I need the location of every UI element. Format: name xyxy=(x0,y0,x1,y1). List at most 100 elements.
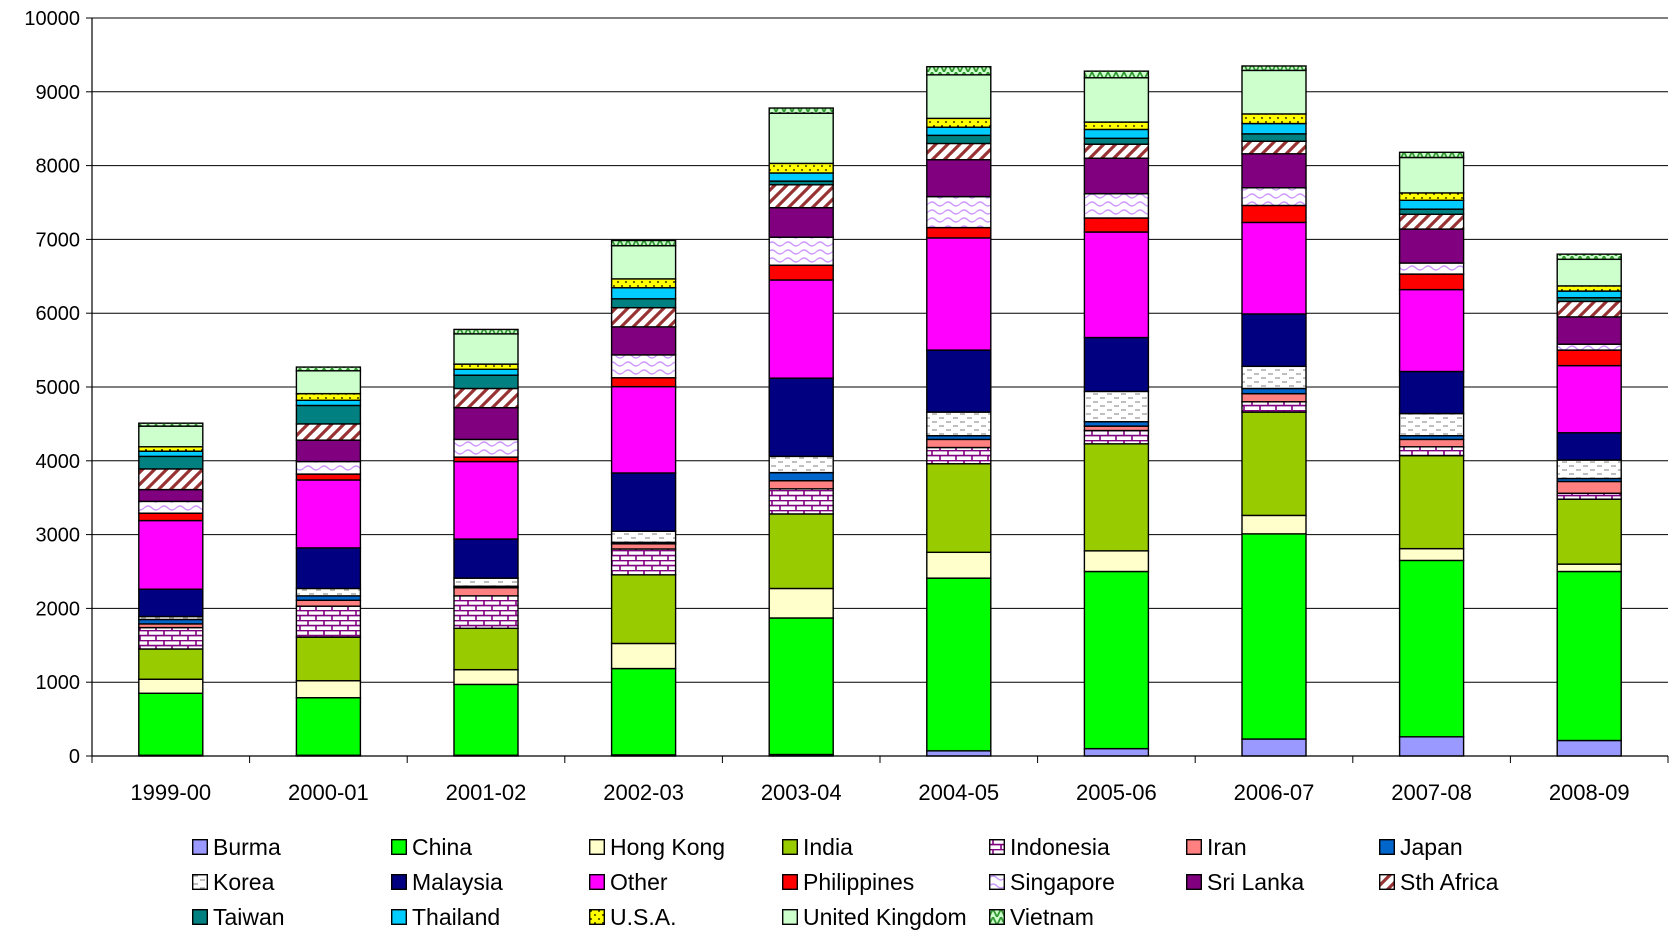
legend-item: Burma xyxy=(192,832,281,862)
bar-segment xyxy=(1398,192,1465,201)
legend-swatch xyxy=(989,909,1005,925)
bar-segment xyxy=(453,538,519,579)
bar-segment xyxy=(768,617,834,756)
legend-item: Taiwan xyxy=(192,902,285,932)
y-tick-label: 0 xyxy=(69,746,80,768)
bar-segment xyxy=(1398,412,1465,437)
bar-segment xyxy=(1556,290,1622,299)
bar-segment xyxy=(926,134,992,145)
bar-segment xyxy=(138,648,204,680)
bar-segment xyxy=(295,423,362,441)
bar-segment xyxy=(1083,157,1150,195)
bar-segment xyxy=(1241,401,1307,413)
legend-item: India xyxy=(782,832,853,862)
bar-segment xyxy=(138,425,204,448)
bar-segment xyxy=(1556,480,1622,494)
bar-segment xyxy=(138,626,204,650)
bar-segment xyxy=(768,236,834,266)
bar-segment xyxy=(1241,204,1307,224)
legend-label: Hong Kong xyxy=(610,833,726,860)
bar-segment xyxy=(768,264,834,281)
bar-segment xyxy=(1556,492,1622,500)
bar-segment xyxy=(926,117,992,128)
bar-segment xyxy=(610,244,677,280)
y-tick-label: 5000 xyxy=(36,377,81,399)
bar-segment xyxy=(1083,336,1150,393)
legend-item: Hong Kong xyxy=(589,832,725,862)
bar-segment xyxy=(1241,392,1307,403)
bar-segment xyxy=(1556,349,1622,367)
bar-segment xyxy=(1241,738,1307,757)
bar-segment xyxy=(926,446,992,465)
bar-stacks xyxy=(138,65,1622,757)
bar-segment xyxy=(768,377,834,458)
x-tick-labels: 1999-00 2000-01 2001-02 2002-03 2003-04 2004-… xyxy=(130,780,1629,805)
legend-label: Taiwan xyxy=(213,903,285,930)
bar-segment xyxy=(1083,747,1150,757)
bar-segment xyxy=(453,595,519,630)
bar-segment xyxy=(610,287,677,300)
legend-item: Japan xyxy=(1379,832,1463,862)
legend-label: China xyxy=(412,833,473,860)
bar-segment xyxy=(768,488,834,515)
y-tick-label: 3000 xyxy=(36,525,81,547)
bar-segment xyxy=(1398,446,1465,457)
bar-segment xyxy=(1241,133,1307,142)
bar-segment xyxy=(295,680,362,699)
bar-stack xyxy=(295,366,362,757)
bar-segment xyxy=(1083,70,1150,79)
bar-segment xyxy=(768,184,834,209)
legend-swatch xyxy=(391,839,407,855)
legend-swatch xyxy=(192,874,208,890)
legend-swatch xyxy=(782,839,798,855)
bar-segment xyxy=(295,439,362,463)
bar-segment xyxy=(1556,364,1622,434)
x-tick-label: 2006-07 xyxy=(1234,780,1315,805)
legend-swatch xyxy=(1379,874,1395,890)
bar-stack xyxy=(1241,65,1307,757)
bar-segment xyxy=(1398,370,1465,415)
legend-label: Vietnam xyxy=(1010,903,1094,930)
bar-segment xyxy=(138,678,204,694)
bar-segment xyxy=(453,668,519,686)
legend-swatch xyxy=(391,874,407,890)
bar-segment xyxy=(768,162,834,174)
bar-segment xyxy=(295,599,362,607)
legend-swatch xyxy=(989,874,1005,890)
bar-segment xyxy=(453,460,519,540)
bar-segment xyxy=(295,696,362,756)
bar-segment xyxy=(138,519,204,590)
bar-segment xyxy=(295,399,362,407)
bar-segment xyxy=(1556,432,1622,461)
bar-segment xyxy=(610,530,677,544)
legend-label: United Kingdom xyxy=(803,903,967,930)
legend-label: Thailand xyxy=(412,903,501,930)
bar-stack xyxy=(610,239,677,757)
legend-label: Indonesia xyxy=(1010,833,1110,860)
bar-segment xyxy=(1556,300,1622,318)
y-tick-label: 6000 xyxy=(36,303,81,325)
bar-segment xyxy=(610,306,677,328)
bar-segment xyxy=(295,473,362,481)
bar-segment xyxy=(453,683,519,756)
bar-segment xyxy=(1398,199,1465,210)
x-tick-label: 2007-08 xyxy=(1391,780,1472,805)
legend-swatch xyxy=(989,839,1005,855)
bar-segment xyxy=(768,471,834,482)
legend-swatch xyxy=(1379,839,1395,855)
legend-swatch xyxy=(589,839,605,855)
legend-label: Malaysia xyxy=(412,868,503,895)
bar-segment xyxy=(1241,411,1307,517)
bar-segment xyxy=(926,349,992,413)
bar-segment xyxy=(295,366,362,372)
y-tick-label: 10000 xyxy=(24,8,80,30)
bar-segment xyxy=(1083,231,1150,339)
legend-item: Sri Lanka xyxy=(1186,867,1304,897)
legend-item: United Kingdom xyxy=(782,902,967,932)
legend-item: Malaysia xyxy=(391,867,503,897)
bar-stack xyxy=(1556,253,1622,757)
bar-segment xyxy=(453,406,519,441)
bar-segment xyxy=(926,126,992,137)
bar-segment xyxy=(453,363,519,370)
